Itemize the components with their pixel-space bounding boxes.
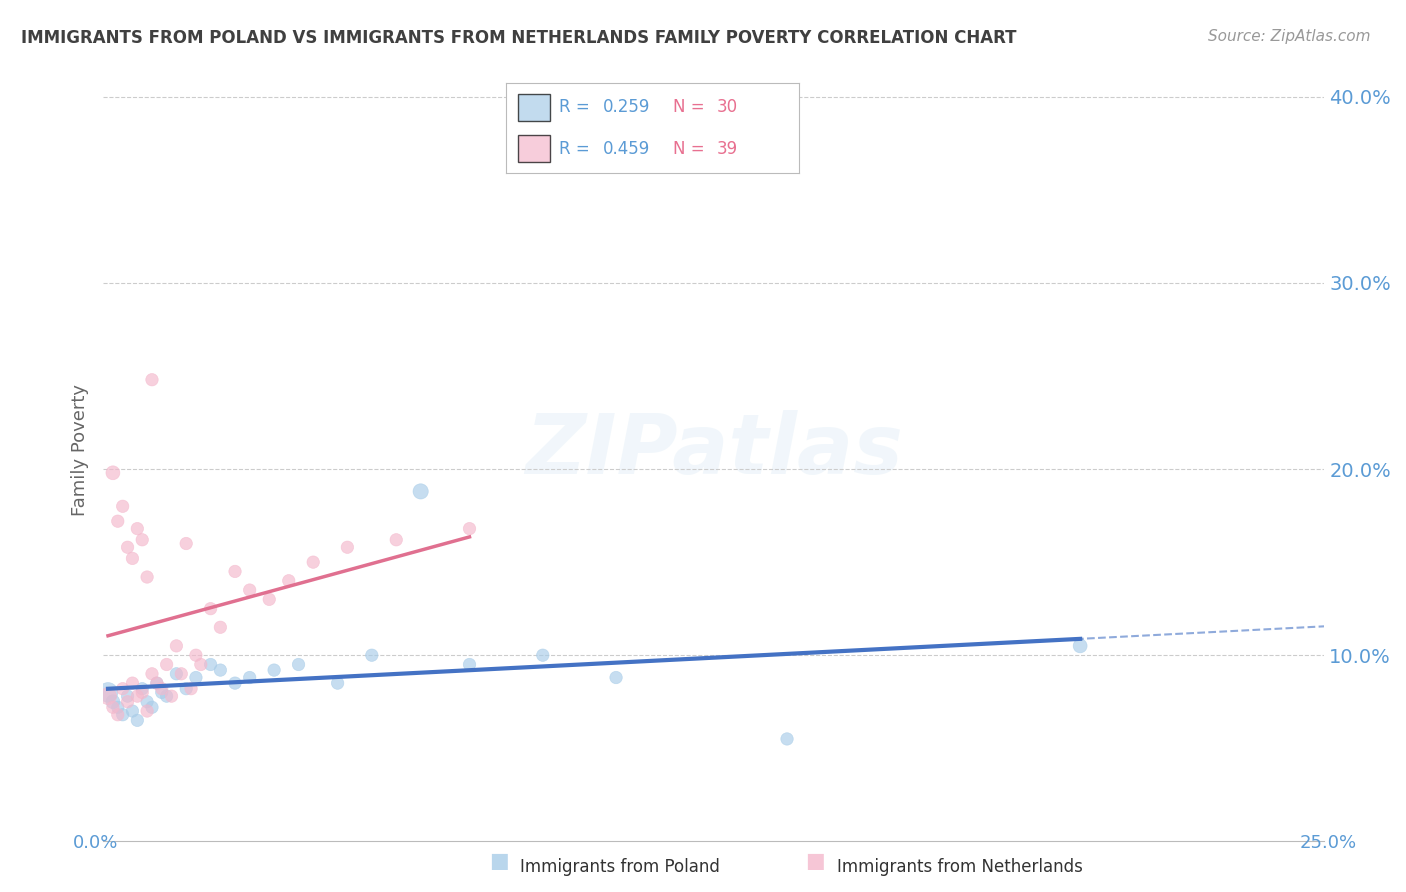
Point bbox=[160, 689, 183, 703]
Point bbox=[150, 681, 173, 696]
Point bbox=[131, 681, 153, 696]
Point bbox=[121, 551, 143, 566]
Point bbox=[131, 533, 153, 547]
Point bbox=[184, 671, 207, 685]
Point bbox=[174, 681, 197, 696]
Point bbox=[141, 700, 163, 714]
Point bbox=[224, 565, 246, 579]
Point bbox=[165, 666, 187, 681]
Point bbox=[200, 657, 222, 672]
Point bbox=[127, 714, 149, 728]
Text: Source: ZipAtlas.com: Source: ZipAtlas.com bbox=[1208, 29, 1371, 44]
Point bbox=[200, 601, 222, 615]
Point bbox=[180, 681, 202, 696]
Point bbox=[165, 639, 187, 653]
Point bbox=[97, 685, 120, 699]
Point bbox=[209, 620, 232, 634]
Text: IMMIGRANTS FROM POLAND VS IMMIGRANTS FROM NETHERLANDS FAMILY POVERTY CORRELATION: IMMIGRANTS FROM POLAND VS IMMIGRANTS FRO… bbox=[21, 29, 1017, 46]
Text: Immigrants from Netherlands: Immigrants from Netherlands bbox=[837, 858, 1083, 876]
Point bbox=[141, 666, 163, 681]
Point bbox=[117, 689, 139, 703]
Point bbox=[150, 685, 173, 699]
Point bbox=[385, 533, 408, 547]
Point bbox=[605, 671, 627, 685]
Point bbox=[458, 657, 481, 672]
Point bbox=[174, 536, 197, 550]
Text: Immigrants from Poland: Immigrants from Poland bbox=[520, 858, 720, 876]
Point bbox=[107, 700, 129, 714]
Point bbox=[458, 522, 481, 536]
Point bbox=[156, 689, 179, 703]
Text: ■: ■ bbox=[806, 851, 825, 871]
Point bbox=[107, 707, 129, 722]
Point bbox=[360, 648, 382, 663]
Point bbox=[257, 592, 280, 607]
Text: ■: ■ bbox=[489, 851, 509, 871]
Point bbox=[1069, 639, 1091, 653]
Point bbox=[239, 582, 262, 597]
Point bbox=[776, 731, 799, 746]
Point bbox=[97, 689, 120, 703]
Point bbox=[101, 466, 124, 480]
Point bbox=[302, 555, 325, 569]
Point bbox=[127, 689, 149, 703]
Text: 0.0%: 0.0% bbox=[73, 834, 118, 852]
Point bbox=[190, 657, 212, 672]
Point bbox=[170, 666, 193, 681]
Point bbox=[121, 704, 143, 718]
Point bbox=[146, 676, 169, 690]
Point bbox=[263, 663, 285, 677]
Text: 25.0%: 25.0% bbox=[1301, 834, 1357, 852]
Point bbox=[277, 574, 299, 588]
Point bbox=[409, 484, 432, 499]
Point bbox=[239, 671, 262, 685]
Point bbox=[146, 676, 169, 690]
Y-axis label: Family Poverty: Family Poverty bbox=[72, 384, 89, 516]
Point bbox=[336, 541, 359, 555]
Point bbox=[111, 681, 134, 696]
Point bbox=[101, 695, 124, 709]
Point bbox=[136, 570, 159, 584]
Point bbox=[136, 695, 159, 709]
Point bbox=[531, 648, 554, 663]
Point bbox=[224, 676, 246, 690]
Point bbox=[107, 514, 129, 528]
Point bbox=[111, 500, 134, 514]
Point bbox=[209, 663, 232, 677]
Point bbox=[117, 541, 139, 555]
Point bbox=[111, 707, 134, 722]
Point bbox=[141, 373, 163, 387]
Point bbox=[131, 685, 153, 699]
Point bbox=[127, 522, 149, 536]
Point bbox=[287, 657, 309, 672]
Point bbox=[101, 700, 124, 714]
Text: ZIPatlas: ZIPatlas bbox=[524, 410, 903, 491]
Point bbox=[117, 695, 139, 709]
Point bbox=[121, 676, 143, 690]
Point bbox=[136, 704, 159, 718]
Point bbox=[184, 648, 207, 663]
Point bbox=[326, 676, 349, 690]
Point bbox=[156, 657, 179, 672]
